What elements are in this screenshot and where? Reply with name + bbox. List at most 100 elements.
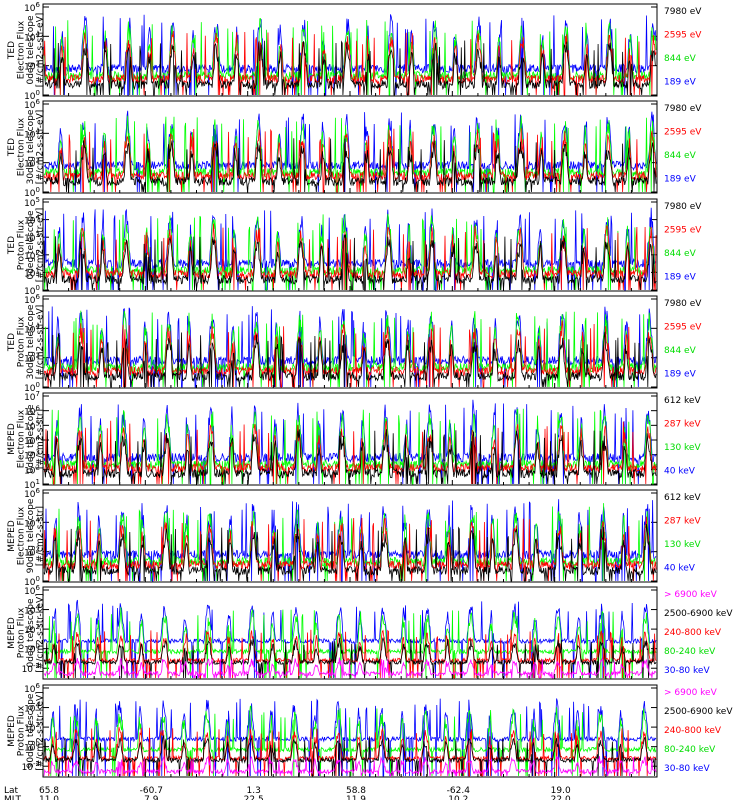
series-trace [43,599,657,679]
legend-entry: 612 keV [664,493,701,503]
series-trace [43,607,657,679]
y-axis-label-line: Proton Flux [17,607,27,658]
panel-6: 100 102 104 106 MEPED Electron Flux 90deg tele… [7,487,701,588]
y-axis-label-line: MEPED [7,520,17,552]
x-lat-label: 58.8 [346,786,366,796]
legend-entry: 30-80 keV [664,764,710,774]
legend-entry: 7980 eV [664,202,702,212]
y-axis-label-line: 0deg telescope [26,404,36,474]
legend-entry: 844 eV [664,151,697,161]
legend-entry: 2595 eV [664,31,702,41]
series-trace [43,138,657,193]
series-trace [43,734,656,777]
y-tick-label: 100 [24,89,40,102]
x-lat-label: 19.0 [551,786,571,796]
y-axis-label-line: [#/cm2-s-str] [36,409,46,469]
x-mlt-label: 10.2 [448,795,468,800]
y-tick-label: 104 [24,127,40,140]
y-axis-label-line: TED [7,41,17,60]
y-tick-label: 102 [24,60,40,73]
panel-3: 100 101 102 103 104 105 TED Proton Flux 0deg tel… [7,196,702,297]
y-tick-label: 10-2 [22,662,40,675]
y-tick-label: 104 [24,214,40,227]
legend-entry: 844 eV [664,54,697,64]
x-lat-label: -60.7 [140,786,163,796]
y-axis-label-line: Proton Flux [17,705,27,756]
y-tick-label: 103 [24,449,40,462]
y-axis-label-line: [#/cm2-s-str-eV] [36,305,46,380]
y-axis-label-line: TED [7,333,17,352]
y-tick-label: 102 [24,249,40,262]
y-tick-label: 104 [24,516,40,529]
y-axis-label-line: TED [7,138,17,157]
y-tick-label: 106 [24,682,40,695]
y-tick-label: 106 [24,98,40,111]
y-tick-label: 102 [24,721,40,734]
y-tick-label: 102 [24,352,40,365]
y-axis-label-line: MEPED [7,715,17,747]
series-trace [43,399,657,485]
y-axis-label-line: 30deg telescope [26,304,36,379]
y-axis-label-line: [#/cm2-s-str-eV] [36,208,46,283]
y-tick-label: 106 [24,293,40,306]
legend-entry: 287 keV [664,420,701,430]
series-trace [43,499,657,582]
y-axis-label-line: [#/cm2-s-str] [36,506,46,566]
series-trace [43,503,657,582]
x-mlt-label: 22.5 [244,795,264,800]
legend-entry: > 6900 keV [664,688,718,698]
y-axis-label-line: 0deg telescope [26,15,36,85]
y-tick-label: 102 [24,157,40,170]
series-trace [43,726,657,777]
x-mlt-label: 7.9 [144,795,159,800]
y-axis-label-line: MEPED [7,617,17,649]
y-tick-label: 107 [24,390,40,403]
legend-entry: 40 keV [664,564,696,574]
y-tick-label: 102 [24,623,40,636]
y-axis-label-line: [#/cm2-s-str-eV] [36,13,46,88]
legend-entry: 130 keV [664,443,701,453]
y-tick-label: 106 [24,584,40,597]
legend-entry: 240-800 keV [664,726,722,736]
y-tick-label: 102 [24,546,40,559]
legend-entry: 130 keV [664,540,701,550]
y-tick-label: 10-2 [22,760,40,773]
y-tick-label: 100 [24,741,40,754]
y-axis-label-line: 0deg telescope [26,210,36,280]
panel-8: 10-2 100 102 104 106 MEPED Proton Flux 90deg te… [7,682,733,778]
panel-1: 100 102 104 106 TED Electron Flux 0deg telesco… [7,1,702,102]
legend-entry: 189 eV [664,273,697,283]
y-tick-label: 104 [24,322,40,335]
series-trace [43,516,657,582]
y-axis-label-line: Electron Flux [17,409,27,468]
legend-entry: 7980 eV [664,299,702,309]
y-tick-label: 100 [24,186,40,199]
legend-entry: 189 eV [664,175,697,185]
y-tick-label: 104 [24,434,40,447]
x-lat-label: -62.4 [447,786,471,796]
y-tick-label: 106 [24,1,40,14]
series-trace [43,331,657,388]
y-tick-label: 100 [24,575,40,588]
legend-entry: 844 eV [664,249,697,259]
x-row-label: MLT [4,795,22,800]
legend-entry: 80-240 keV [664,647,716,657]
legend-entry: 80-240 keV [664,745,716,755]
x-mlt-label: 22.0 [551,795,571,800]
y-axis-label-line: Electron Flux [17,506,27,565]
y-axis-label-line: Electron Flux [17,117,27,176]
series-trace [43,429,657,485]
y-axis-label-line: 30deg telescope [26,109,36,184]
legend-entry: > 6900 keV [664,590,718,600]
panel-7: 10-2 100 102 104 106 MEPED Proton Flux 0deg tel… [7,584,733,680]
panel-2: 100 102 104 106 TED Electron Flux 30deg telesc… [7,98,702,199]
legend-entry: 2500-6900 keV [664,609,733,619]
y-tick-label: 100 [24,284,40,297]
y-tick-label: 104 [24,702,40,715]
y-axis-label-line: 90deg telescope [26,693,36,768]
series-trace [43,40,657,96]
y-tick-label: 101 [24,266,40,279]
y-tick-label: 106 [24,487,40,500]
